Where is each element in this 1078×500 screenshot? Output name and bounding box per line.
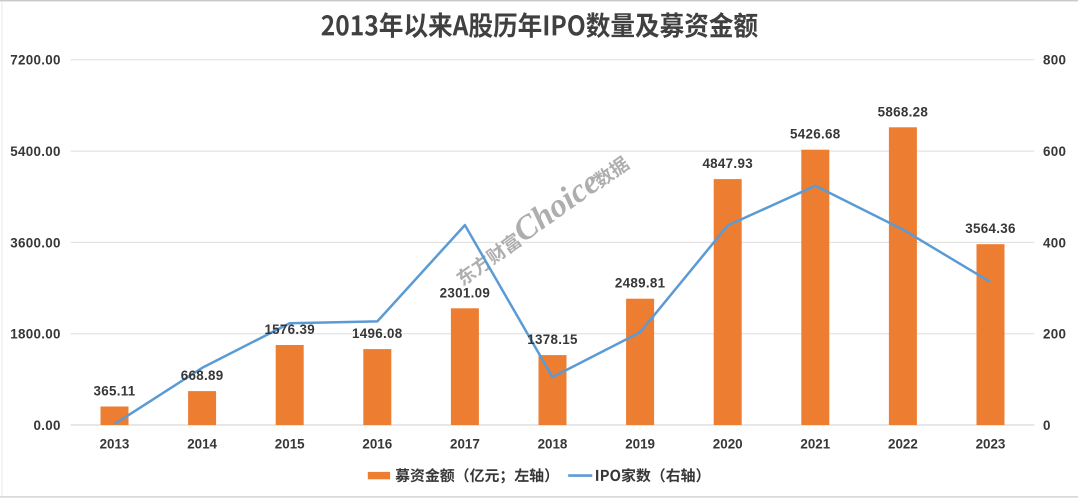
svg-text:668.89: 668.89 (181, 368, 224, 383)
svg-text:2022: 2022 (888, 437, 918, 452)
svg-text:7200.00: 7200.00 (10, 53, 61, 68)
svg-text:0.00: 0.00 (34, 418, 61, 433)
svg-text:400: 400 (1043, 235, 1066, 250)
svg-text:2016: 2016 (362, 437, 392, 452)
svg-text:2017: 2017 (450, 437, 480, 452)
svg-text:2020: 2020 (713, 437, 743, 452)
svg-text:2301.09: 2301.09 (440, 285, 491, 300)
svg-text:2023: 2023 (976, 437, 1006, 452)
svg-text:800: 800 (1043, 53, 1066, 68)
svg-text:1576.39: 1576.39 (264, 322, 315, 337)
svg-text:365.11: 365.11 (93, 384, 135, 399)
svg-text:200: 200 (1043, 327, 1066, 342)
svg-text:3600.00: 3600.00 (10, 235, 61, 250)
svg-text:2489.81: 2489.81 (615, 276, 666, 291)
svg-text:1496.08: 1496.08 (352, 326, 403, 341)
svg-text:2015: 2015 (275, 437, 305, 452)
svg-text:1378.15: 1378.15 (527, 332, 578, 347)
svg-text:5400.00: 5400.00 (10, 144, 61, 159)
svg-text:1800.00: 1800.00 (10, 327, 61, 342)
svg-text:4847.93: 4847.93 (702, 156, 753, 171)
svg-text:3564.36: 3564.36 (965, 221, 1016, 236)
svg-text:600: 600 (1043, 144, 1066, 159)
svg-text:2018: 2018 (538, 437, 568, 452)
svg-text:2014: 2014 (187, 437, 217, 452)
svg-text:2019: 2019 (625, 437, 655, 452)
svg-text:0: 0 (1043, 418, 1051, 433)
svg-text:2021: 2021 (800, 437, 830, 452)
svg-text:5868.28: 5868.28 (878, 104, 929, 119)
svg-text:5426.68: 5426.68 (790, 127, 841, 142)
svg-text:2013: 2013 (100, 437, 130, 452)
